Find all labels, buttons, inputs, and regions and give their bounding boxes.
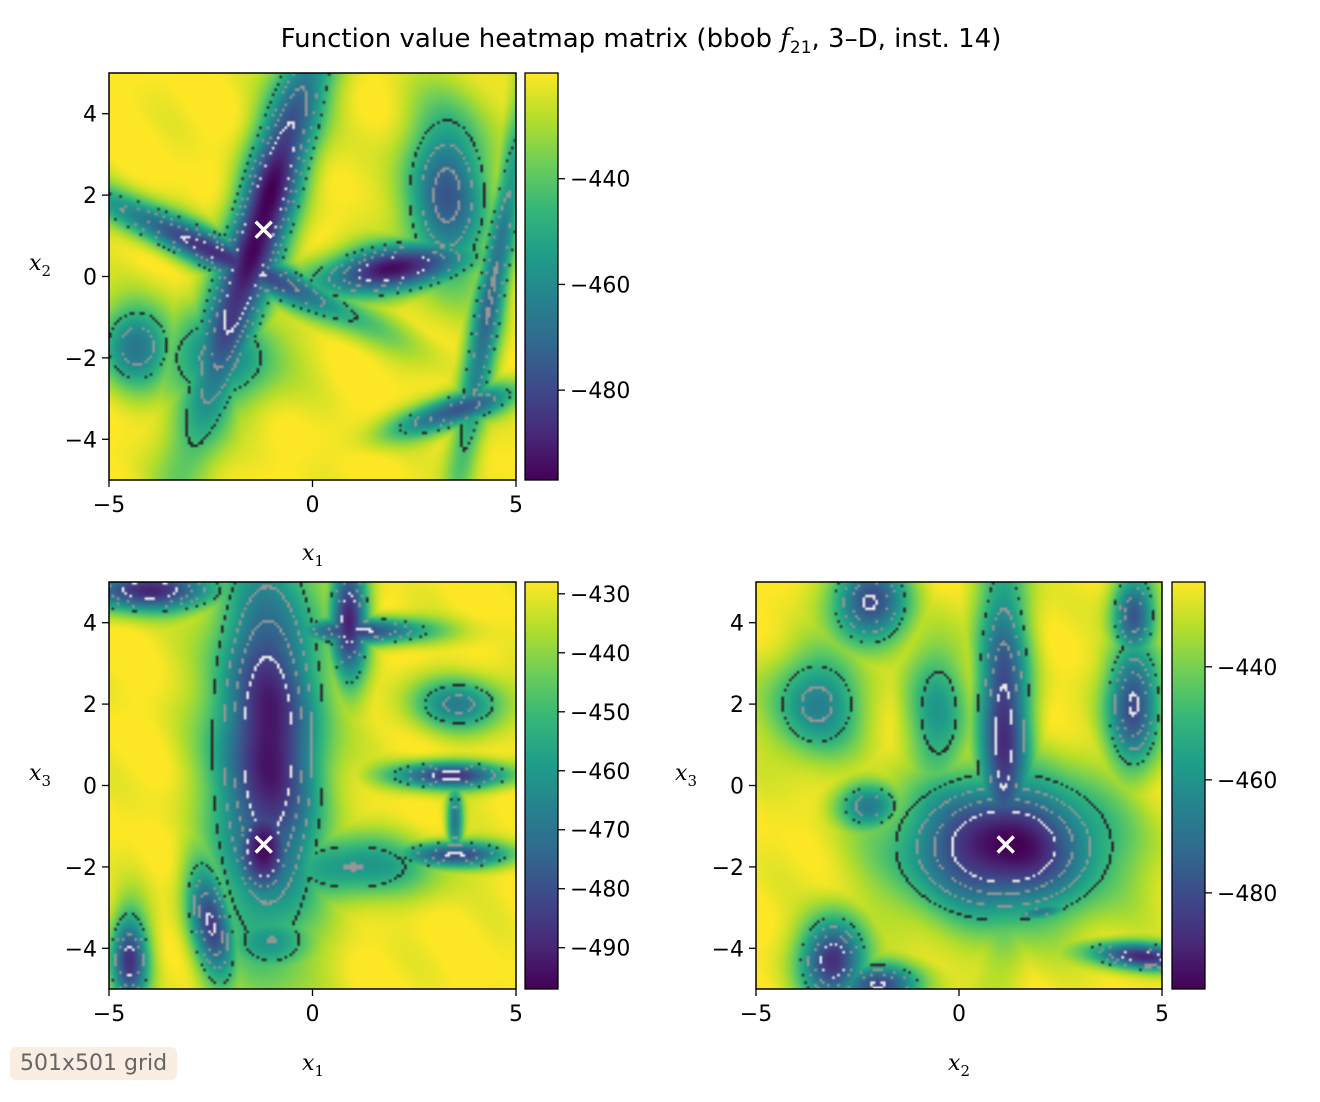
y-tick-label: −2 (712, 856, 744, 881)
y-axis-label: x3 (29, 761, 51, 790)
x-tick-label: 5 (509, 1002, 523, 1027)
colorbar-frame (1171, 581, 1206, 990)
title-suffix: , 3–D, inst. 14) (812, 24, 1002, 54)
colorbar-tick-label: −450 (570, 701, 630, 726)
colorbar-frame (524, 581, 559, 990)
heatmap-panel-x1-x2: −5 0 5 −4 −2 0 2 4 x1 x2 −440 −460 −480 (29, 72, 630, 570)
colorbar: −440 −460 −480 (524, 72, 630, 481)
heatmap-image (756, 582, 1162, 989)
y-tick-label: 0 (83, 775, 97, 800)
optimum-marker (996, 835, 1015, 854)
y-tick-label: −4 (65, 428, 97, 453)
y-tick-label: −2 (65, 347, 97, 372)
y-tick-label: 2 (83, 184, 97, 209)
y-tick-label: −4 (65, 937, 97, 962)
x-tick-label: −5 (93, 493, 125, 518)
colorbar-tick-label: −460 (570, 273, 630, 298)
y-tick-label: 2 (83, 693, 97, 718)
title-fsub: 21 (790, 38, 812, 58)
colorbar-tick-label: −440 (570, 642, 630, 667)
x-tick-label: −5 (93, 1002, 125, 1027)
x-axis-label: x1 (302, 541, 324, 570)
colorbar: −430 −440 −450 −460 −470 −480 −490 (524, 581, 630, 990)
colorbar-tick-label: −440 (570, 168, 630, 193)
heatmap-panel-x2-x3: −5 0 5 −4 −2 0 2 4 x2 x3 −440 −460 −480 (675, 581, 1277, 1080)
y-tick-label: 4 (83, 612, 97, 637)
colorbar-tick-label: −480 (1217, 882, 1277, 907)
x-axis-label: x1 (302, 1051, 324, 1080)
x-tick-label: 0 (306, 1002, 320, 1027)
optimum-marker (254, 835, 273, 854)
y-tick-label: 4 (83, 103, 97, 128)
colorbar-tick-label: −440 (1217, 656, 1277, 681)
y-axis-label: x2 (29, 251, 51, 280)
colorbar-tick-label: −490 (570, 937, 630, 962)
x-tick-label: 0 (952, 1002, 966, 1027)
colorbar: −440 −460 −480 (1171, 581, 1277, 990)
y-tick-label: −2 (65, 856, 97, 881)
title-prefix: Function value heatmap matrix (bbob (281, 24, 781, 54)
grid-size-badge: 501x501 grid (10, 1047, 178, 1080)
heatmap-image (109, 73, 516, 480)
colorbar-gradient (1172, 582, 1205, 989)
x-tick-label: 0 (306, 493, 320, 518)
y-tick-label: −4 (712, 937, 744, 962)
figure-title: Function value heatmap matrix (bbob f21,… (281, 24, 1002, 58)
x-tick-label: −5 (740, 1002, 772, 1027)
heatmap-panel-x1-x3: −5 0 5−4−2024x1x3−430−440−450−460−470−480−… (29, 581, 630, 1080)
colorbar-tick-label: −480 (570, 878, 630, 903)
colorbar-gradient (525, 582, 558, 989)
y-tick-label: 2 (730, 693, 744, 718)
colorbar-tick-label: −460 (1217, 769, 1277, 794)
optimum-marker (254, 220, 273, 239)
y-axis-label: x3 (675, 761, 697, 790)
colorbar-tick-label: −480 (570, 379, 630, 404)
y-tick-label: 0 (730, 775, 744, 800)
y-tick-label: 0 (83, 266, 97, 291)
x-tick-label: 5 (1155, 1002, 1169, 1027)
y-tick-label: 4 (730, 612, 744, 637)
heatmap-image (109, 582, 516, 989)
colorbar-tick-label: −430 (570, 583, 630, 608)
colorbar-frame (524, 72, 559, 481)
colorbar-gradient (525, 73, 558, 480)
colorbar-tick-label: −460 (570, 760, 630, 785)
colorbar-tick-label: −470 (570, 819, 630, 844)
x-axis-label: x2 (948, 1051, 970, 1080)
x-tick-label: 5 (509, 493, 523, 518)
